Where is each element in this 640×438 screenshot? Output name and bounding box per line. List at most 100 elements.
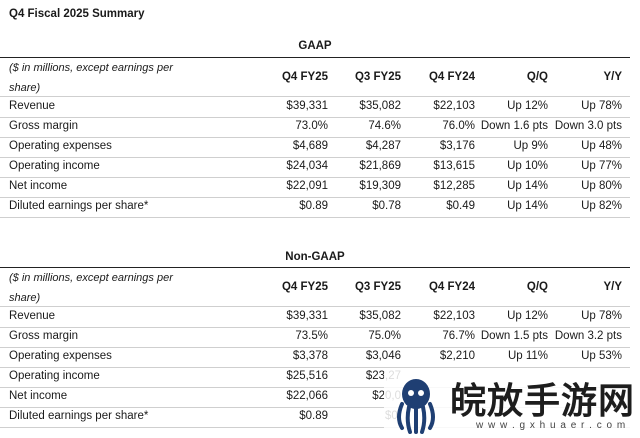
gaap-units-note: ($ in millions, except earnings per shar… (9, 62, 173, 94)
row-cell: $24,034 (286, 160, 328, 172)
table-row: Gross margin 73.5% 75.0% 76.7% Down 1.5 pts D… (0, 327, 640, 347)
row-cell: $4,287 (365, 140, 401, 152)
nongaap-heading: Non-GAAP (285, 251, 345, 263)
row-cell: $3,378 (292, 350, 328, 362)
row-cell: Down 3.0 pts (554, 120, 622, 132)
row-cell: Up 53% (581, 350, 622, 362)
row-cell: 73.5% (295, 330, 328, 342)
row-cell: 76.7% (442, 330, 475, 342)
watermark-brand: 皖放手游网 (450, 380, 636, 421)
table-row: Net income $22,091 $19,309 $12,285 Up 14% Up … (0, 177, 640, 197)
row-cell: Up 12% (507, 310, 548, 322)
row-label: Operating expenses (9, 140, 112, 152)
row-label: Operating income (9, 160, 100, 172)
row-divider (0, 217, 630, 218)
row-divider (0, 407, 630, 408)
gaap-col-q4fy24: Q4 FY24 (428, 71, 475, 83)
row-divider (0, 327, 630, 328)
row-cell: $22,103 (433, 100, 475, 112)
row-divider (0, 117, 630, 118)
row-label: Revenue (9, 310, 56, 322)
row-cell: Up 11% (507, 350, 548, 362)
nongaap-col-q3fy25: Q3 FY25 (354, 281, 401, 293)
row-cell: $19,309 (359, 180, 401, 192)
nongaap-units-note: ($ in millions, except earnings per shar… (9, 272, 173, 304)
gaap-header-rule (0, 57, 630, 58)
nongaap-col-qq: Q/Q (526, 281, 548, 293)
nongaap-col-q4fy24: Q4 FY24 (428, 281, 475, 293)
row-cell: Up 48% (581, 140, 622, 152)
row-cell: Up 80% (581, 180, 622, 192)
row-cell: $12,285 (433, 180, 475, 192)
watermark: 皖放手游网 w w w . g x h u a e r . c o m (384, 368, 640, 438)
row-cell: Up 77% (581, 160, 622, 172)
table-row: Operating income $24,034 $21,869 $13,615 Up … (0, 157, 640, 177)
octopus-logo-icon (397, 379, 435, 434)
row-cell: Up 10% (507, 160, 548, 172)
row-cell: Up 82% (581, 200, 622, 212)
watermark-url: w w w . g x h u a e r . c o m (476, 420, 627, 431)
row-cell: 75.0% (368, 330, 401, 342)
row-label: Operating income (9, 370, 100, 382)
row-label: Operating expenses (9, 350, 112, 362)
row-cell: Up 14% (507, 200, 548, 212)
gaap-col-q3fy25: Q3 FY25 (354, 71, 401, 83)
row-cell: $39,331 (286, 100, 328, 112)
row-cell: Down 3.2 pts (554, 330, 622, 342)
row-cell: 74.6% (368, 120, 401, 132)
gaap-col-qq: Q/Q (526, 71, 548, 83)
row-cell: $22,103 (433, 310, 475, 322)
row-cell: $39,331 (286, 310, 328, 322)
row-cell: Up 12% (507, 100, 548, 112)
row-cell: Up 14% (507, 180, 548, 192)
row-cell: $0.78 (372, 200, 401, 212)
row-label: Net income (9, 390, 68, 402)
gaap-col-yy: Y/Y (603, 71, 622, 83)
gaap-columns-rule (0, 96, 630, 97)
row-label: Diluted earnings per share* (9, 410, 149, 422)
nongaap-columns-rule (0, 306, 630, 307)
row-cell: $22,066 (286, 390, 328, 402)
nongaap-col-q4fy25: Q4 FY25 (281, 281, 328, 293)
nongaap-header-rule (0, 267, 630, 268)
row-cell: $22,091 (286, 180, 328, 192)
table-row: Revenue $39,331 $35,082 $22,103 Up 12% Up 78% (0, 307, 640, 327)
row-divider (0, 197, 630, 198)
row-cell: $4,689 (292, 140, 328, 152)
gaap-heading: GAAP (298, 40, 332, 52)
row-cell: $0.49 (446, 200, 475, 212)
table-row: Operating expenses $3,378 $3,046 $2,210 Up 1… (0, 347, 640, 367)
row-cell: $0.89 (299, 410, 328, 422)
row-cell: $2,210 (439, 350, 475, 362)
row-cell: Up 78% (581, 310, 622, 322)
row-cell: $25,516 (286, 370, 328, 382)
row-divider (0, 387, 630, 388)
gaap-col-q4fy25: Q4 FY25 (281, 71, 328, 83)
table-row: Gross margin 73.0% 74.6% 76.0% Down 1.6 pts D… (0, 117, 640, 137)
row-cell: $13,615 (433, 160, 475, 172)
row-cell: 76.0% (442, 120, 475, 132)
table-row: Revenue $39,331 $35,082 $22,103 Up 12% Up 78% (0, 97, 640, 117)
row-divider (0, 177, 630, 178)
row-cell: 73.0% (295, 120, 328, 132)
table-row: Diluted earnings per share*$0.89$0. (0, 407, 640, 427)
nongaap-col-yy: Y/Y (603, 281, 622, 293)
row-cell: $21,869 (359, 160, 401, 172)
row-cell: $35,082 (359, 310, 401, 322)
row-label: Gross margin (9, 120, 79, 132)
row-divider (0, 367, 630, 368)
table-row: Diluted earnings per share* $0.89 $0.78 $0.… (0, 197, 640, 217)
row-label: Gross margin (9, 330, 79, 342)
row-cell: Down 1.5 pts (480, 330, 548, 342)
row-label: Net income (9, 180, 68, 192)
row-cell: Up 78% (581, 100, 622, 112)
row-cell: $3,176 (439, 140, 475, 152)
row-divider (0, 347, 630, 348)
row-cell: $0.89 (299, 200, 328, 212)
row-cell: $3,046 (365, 350, 401, 362)
row-label: Revenue (9, 100, 56, 112)
row-label: Diluted earnings per share* (9, 200, 149, 212)
row-cell: Up 9% (513, 140, 548, 152)
row-divider (0, 137, 630, 138)
row-cell: $35,082 (359, 100, 401, 112)
